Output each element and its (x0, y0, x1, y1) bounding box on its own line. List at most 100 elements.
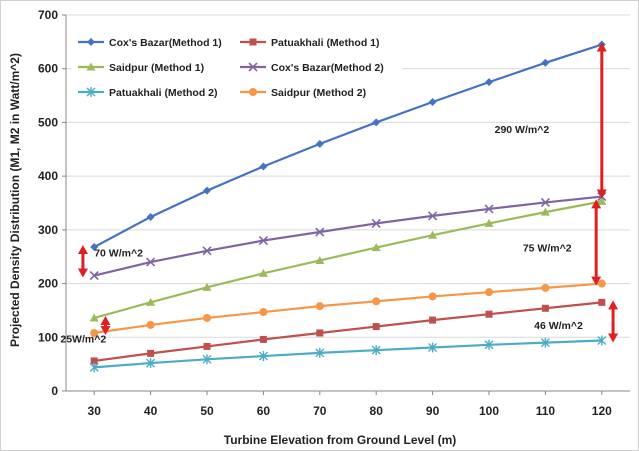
legend-item-4-label: Cox's Bazar(Method 2) (271, 62, 384, 74)
annotation-5-arrowhead-top (608, 300, 619, 310)
series-4-point-110-stroke-b (540, 197, 550, 208)
series-3-point-110 (540, 207, 550, 216)
x-tick-label-100: 100 (479, 404, 499, 418)
series-6-point-40 (146, 320, 155, 329)
series-1-line (93, 43, 603, 249)
series-3-point-90 (428, 230, 438, 239)
series-layer (89, 40, 607, 373)
series-5-point-60 (258, 351, 268, 362)
series-2-point-50 (203, 342, 211, 350)
series-1-point-70 (315, 139, 324, 148)
y-tick-label-700: 700 (38, 8, 58, 22)
legend-item-6-marker (249, 88, 257, 96)
series-6-point-90 (428, 292, 437, 301)
legend-item-6: Saidpur (Method 2) (240, 87, 366, 99)
series-1-point-40 (146, 212, 155, 221)
annotation-2-arrowhead-bottom (77, 268, 88, 278)
legend-item-5: Patuakhali (Method 2) (78, 87, 218, 99)
series-4-point-70 (315, 227, 325, 237)
series-1-point-60 (259, 162, 268, 171)
series-6-point-70 (315, 302, 324, 311)
annotation-1-arrowhead-top (596, 42, 607, 52)
series-4-point-90-stroke-b (428, 211, 438, 221)
x-tick-label-70: 70 (313, 404, 327, 418)
annotation-1-arrowhead-bottom (596, 189, 607, 199)
series-2-point-80 (372, 323, 380, 331)
annotation-2: 70 W/m^2 (77, 245, 143, 278)
series-5-point-100 (484, 339, 494, 350)
series-3-point-50 (202, 282, 212, 291)
series-5-line (94, 339, 602, 369)
x-tick-label-50: 50 (200, 404, 214, 418)
series-4-point-30-stroke-b (89, 270, 99, 281)
y-tick-label-300: 300 (38, 223, 58, 237)
series-4-point-40 (146, 257, 156, 267)
series-3-point-40 (146, 297, 156, 306)
series-3-point-100 (484, 218, 494, 227)
y-tick-label-600: 600 (38, 62, 58, 76)
annotation-1: 290 W/m^2 (495, 42, 607, 199)
series-4-point-60-stroke-b (258, 236, 268, 246)
x-tick-label-80: 80 (370, 404, 384, 418)
x-tick-label-60: 60 (257, 404, 271, 418)
x-axis-title: Turbine Elevation from Ground Level (m) (224, 433, 456, 447)
series-5 (89, 335, 607, 373)
y-tick-label-200: 200 (38, 277, 58, 291)
legend-item-5-marker (86, 87, 96, 97)
annotation-5: 46 W/m^2 (534, 300, 619, 343)
series-5-point-120 (597, 335, 607, 346)
annotation-4-label: 25W/m^2 (60, 334, 106, 346)
series-2-line (94, 301, 602, 363)
annotation-3: 75 W/m^2 (523, 199, 602, 286)
x-tick-label-90: 90 (426, 404, 440, 418)
series-2-point-120 (598, 298, 606, 306)
series-4-point-40-stroke-b (146, 257, 156, 267)
series-5-point-90 (428, 342, 438, 353)
annotation-2-label: 70 W/m^2 (94, 248, 143, 260)
x-tick-label-120: 120 (592, 404, 612, 418)
legend-item-2: Patuakhali (Method 1) (240, 37, 380, 49)
annotation-2-arrowhead-top (77, 245, 88, 255)
annotation-3-arrowhead-bottom (591, 276, 602, 286)
y-tick-label-500: 500 (38, 115, 58, 129)
series-4-point-100 (484, 204, 494, 214)
series-6-point-80 (372, 297, 381, 306)
annotation-layer: 290 W/m^2 70 W/m^2 75 W/m^2 25W/m^2 46 W/m^2 (60, 42, 619, 346)
series-5-point-110 (540, 337, 550, 348)
series-4-point-100-stroke-b (484, 204, 494, 214)
series-4 (89, 191, 607, 281)
legend-item-3-label: Saidpur (Method 1) (109, 62, 204, 74)
y-tick-label-400: 400 (38, 169, 58, 183)
x-tick-label-30: 30 (88, 404, 102, 418)
series-6-point-100 (485, 288, 493, 297)
annotation-4-arrowhead-top (100, 315, 111, 325)
legend-item-2-label: Patuakhali (Method 1) (271, 37, 380, 49)
series-3-point-80 (371, 243, 381, 252)
y-axis-title: Projected Density Distribution (M1, M2 i… (8, 53, 22, 347)
legend-item-3-marker (86, 62, 96, 71)
series-2-point-40 (147, 349, 155, 357)
annotation-1-label: 290 W/m^2 (495, 124, 550, 136)
legend-item-3: Saidpur (Method 1) (78, 62, 204, 74)
series-3-point-30 (89, 313, 99, 322)
legend-item-4-marker (248, 62, 258, 72)
series-5-point-80 (371, 345, 381, 356)
legend-item-6-label: Saidpur (Method 2) (271, 87, 366, 99)
legend-item-4: Cox's Bazar(Method 2) (240, 62, 384, 74)
annotation-5-label: 46 W/m^2 (534, 320, 583, 332)
series-2-point-60 (259, 335, 267, 343)
axes: 0 100 200 300 400 500 600 700 30 40 50 60 70 80 90 100 1… (38, 8, 630, 418)
series-4-point-50-stroke-b (202, 246, 212, 256)
series-4-point-70-stroke-b (315, 227, 325, 237)
annotation-4-arrowhead-bottom (100, 325, 111, 335)
series-2-point-30 (90, 357, 98, 365)
series-6-point-30 (90, 328, 99, 337)
legend-item-1-marker (87, 38, 95, 46)
series-1-point-50 (203, 186, 211, 195)
series-5-point-50 (202, 354, 212, 365)
series-4-line (93, 195, 602, 277)
series-2-point-90 (429, 316, 437, 324)
y-tick-label-100: 100 (38, 330, 58, 344)
series-3-point-70 (315, 255, 325, 264)
